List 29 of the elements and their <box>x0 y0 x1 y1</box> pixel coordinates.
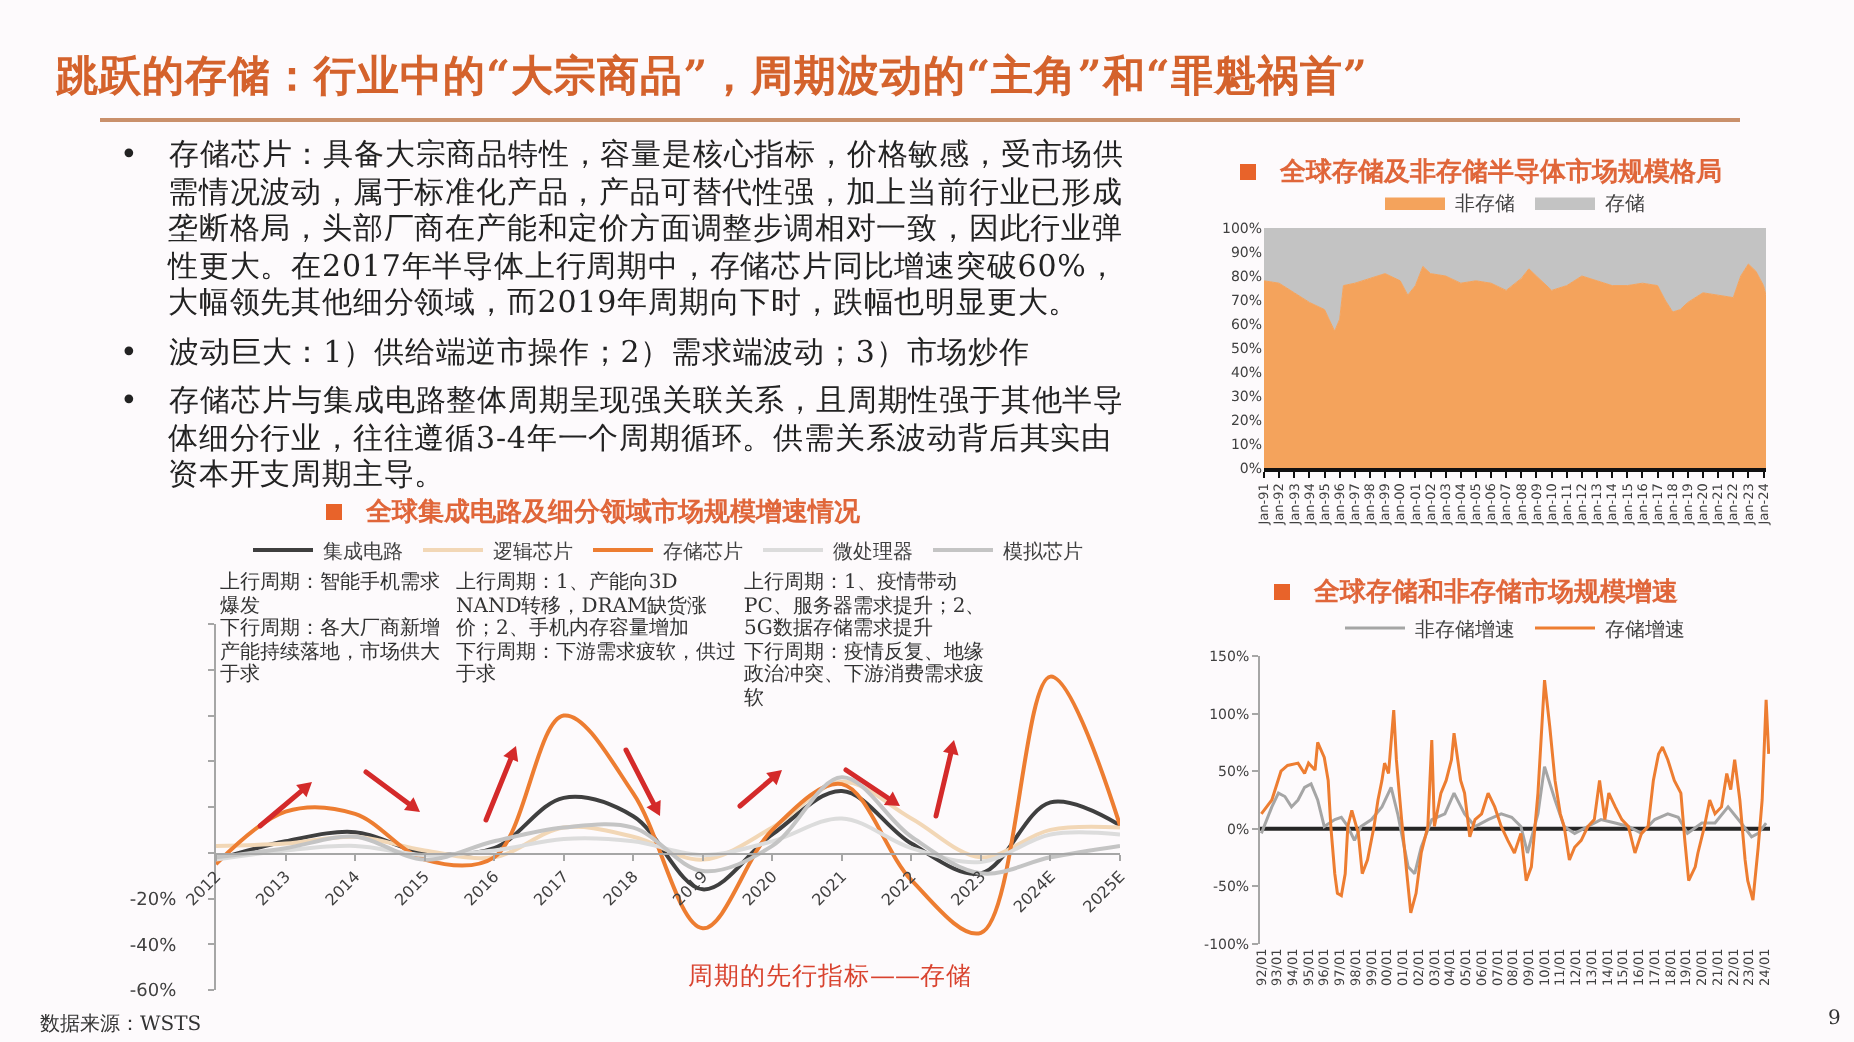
legend-label: 存储 <box>1605 191 1645 216</box>
legend-label: 存储增速 <box>1605 617 1685 642</box>
legend-label: 非存储增速 <box>1415 617 1515 642</box>
chart-title: 全球存储及非存储半导体市场规模格局 <box>1280 155 1722 190</box>
annotation: 下行周期：下游需求疲软，供过于求 <box>456 641 736 687</box>
text: • 存储芯片：具备大宗商品特性，容量是核心指标，价格敏感，受市场供需情况波动，属于标准化产品，产品可替代性强，加上当前行业已形成垄断格局，头部厂商在产能和定价方面调整步调相对一致，因此行业弹性更大。在2017年半导体上行周期中，存储芯片同比增速突破60%，大幅领先其他细分领域，而2019年周期向下时，跌幅也明显更大。 <box>120 136 1127 321</box>
y-tick-label: -40% <box>129 936 178 957</box>
legend-label: 微处理器 <box>833 539 913 564</box>
text: • 波动巨大：1）供给端逆市操作；2）需求端波动；3）市场炒作 <box>120 333 1032 370</box>
text: 上行周期：智能手机需求爆发 <box>220 572 442 617</box>
text: • 存储芯片与集成电路整体周期呈现强关联关系，且周期性强于其他半导体细分行业，往往遵循3-4年一个周期循环。供需关系波动背后其实由资本开支周期主导。 <box>120 382 1127 493</box>
annotation: 上行周期：1、产能向3D NAND转移，DRAM缺货涨价；2、手机内存容量增加 <box>456 572 710 641</box>
text: 9 <box>1828 1008 1841 1030</box>
chart-title: 全球存储和非存储市场规模增速 <box>1314 575 1678 610</box>
legend-label: 模拟芯片 <box>1003 539 1083 564</box>
annotation: 周期的先行指标——存储 <box>686 960 974 994</box>
legend-label: 存储芯片 <box>663 539 743 564</box>
annotation: 下行周期：各大厂商新增产能持续落地，市场供大于求 <box>220 618 442 687</box>
source-note: 数据来源：WSTS <box>40 1011 202 1038</box>
line-series <box>1260 678 1770 915</box>
annotation: 下行周期：疫情反复、地缘政治冲突、下游消费需求疲软 <box>744 641 986 710</box>
legend-label: 集成电路 <box>323 539 403 564</box>
text: 跳跃的存储：行业中的“大宗商品”，周期波动的“主角”和“罪魁祸首” <box>56 48 1368 104</box>
annotation: 上行周期：1、疫情带动PC、服务器需求提升；2、5G数据存储需求提升 <box>744 572 988 641</box>
y-tick-label: -60% <box>129 982 178 1003</box>
chart-title: 全球集成电路及细分领域市场规模增速情况 <box>366 495 860 530</box>
y-tick-label: -20% <box>129 890 178 911</box>
legend-label: 逻辑芯片 <box>493 539 573 564</box>
legend-label: 非存储 <box>1455 191 1515 216</box>
